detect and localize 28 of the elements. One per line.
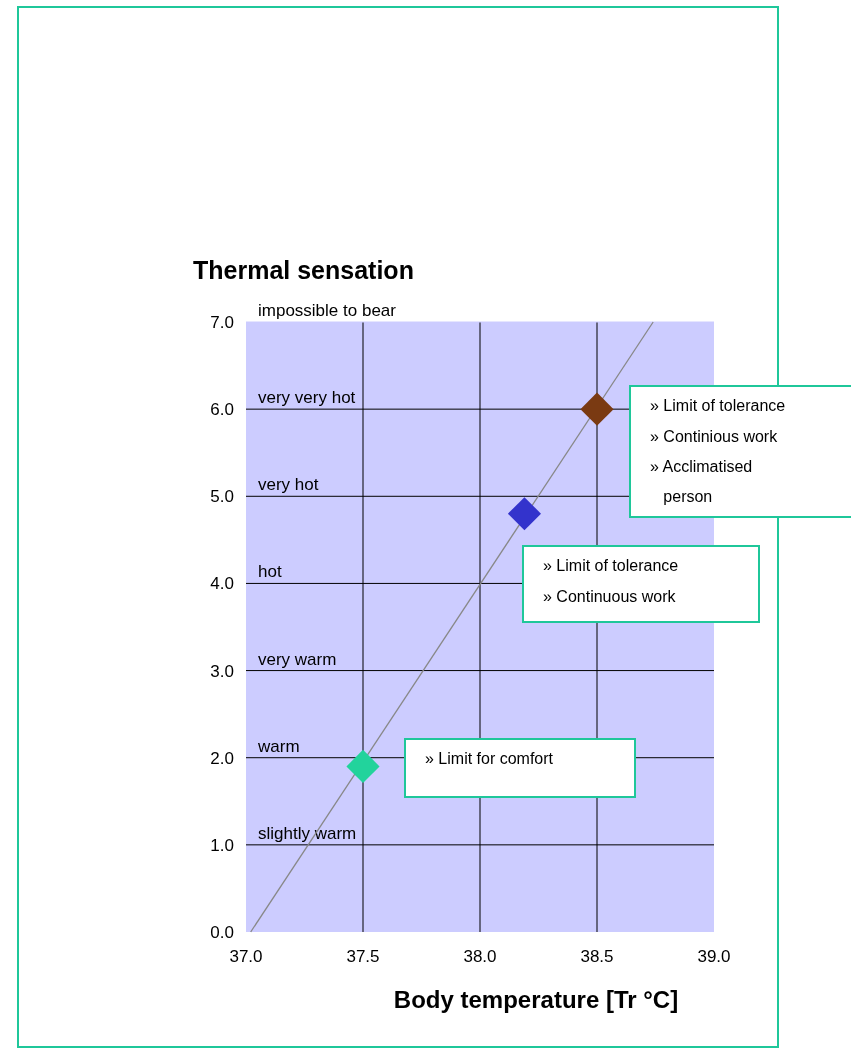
- point: [346, 749, 380, 783]
- annotation: » Limit of tolerance » Continious work » Acclimatised person: [650, 397, 786, 506]
- ref-line-label: hot: [258, 562, 282, 582]
- x-tick-label: 38.0: [463, 947, 497, 966]
- y-tick-label: 4.0: [210, 574, 234, 594]
- annotation: » Limit of tolerance » Continuous work: [543, 557, 679, 605]
- y-tick-label: 3.0: [210, 661, 234, 681]
- y-tick-label: 7.0: [210, 312, 234, 332]
- annotation: » Limit for comfort: [425, 750, 554, 768]
- ref-line-label: impossible to bear: [258, 301, 397, 320]
- x-tick-label: 38.5: [580, 947, 614, 966]
- y-tick-label: 2.0: [210, 748, 234, 768]
- y-tick-label: 0.0: [210, 922, 234, 942]
- x-axis-title: Body temperature [Tr °C]: [393, 986, 679, 1013]
- y-tick-label: 5.0: [210, 487, 234, 507]
- point: [580, 392, 614, 426]
- ref-line-label: warm: [257, 736, 300, 756]
- ref-line-label: slightly warm: [258, 823, 357, 843]
- x-tick-label: 39.0: [697, 947, 731, 966]
- y-tick-label: 1.0: [210, 835, 234, 855]
- chart-title: Thermal sensation: [193, 256, 414, 284]
- point: [507, 497, 542, 531]
- ref-line-label: very very hot: [258, 388, 356, 408]
- ref-line-label: very hot: [258, 475, 319, 495]
- ref-line-label: very warm: [258, 649, 337, 669]
- y-tick-label: 6.0: [210, 400, 234, 420]
- x-tick-label: 37.0: [229, 947, 263, 966]
- x-tick-label: 37.5: [346, 947, 380, 966]
